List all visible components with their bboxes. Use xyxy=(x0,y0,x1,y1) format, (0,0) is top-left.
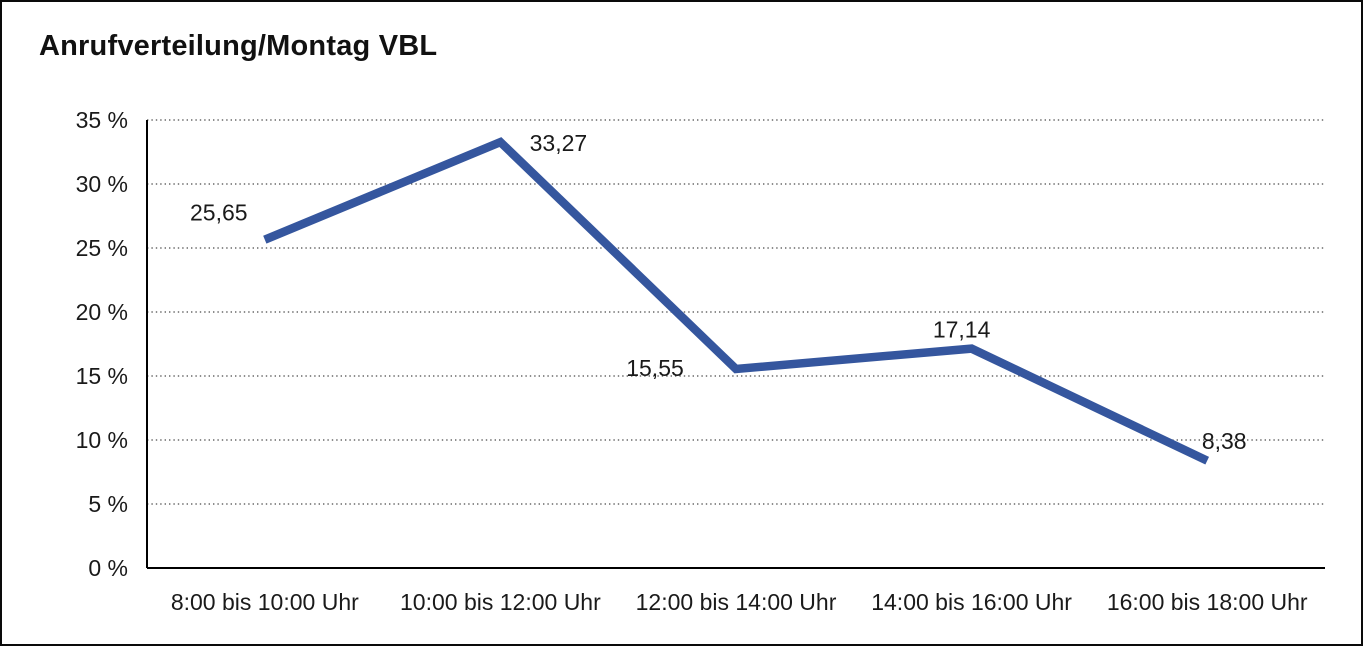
y-tick-label: 0 % xyxy=(88,555,128,581)
data-point-label: 33,27 xyxy=(530,130,588,156)
x-tick-label: 8:00 bis 10:00 Uhr xyxy=(171,589,359,615)
x-tick-label: 14:00 bis 16:00 Uhr xyxy=(871,589,1072,615)
x-tick-label: 12:00 bis 14:00 Uhr xyxy=(636,589,837,615)
y-tick-label: 10 % xyxy=(76,427,128,453)
x-tick-label: 16:00 bis 18:00 Uhr xyxy=(1107,589,1308,615)
data-point-label: 15,55 xyxy=(626,355,684,381)
data-point-label: 8,38 xyxy=(1202,428,1247,454)
y-tick-label: 5 % xyxy=(88,491,128,517)
x-tick-label: 10:00 bis 12:00 Uhr xyxy=(400,589,601,615)
data-point-label: 17,14 xyxy=(933,317,991,343)
y-tick-label: 35 % xyxy=(76,107,128,133)
series-line xyxy=(263,137,1210,465)
chart-title: Anrufverteilung/Montag VBL xyxy=(39,30,438,62)
y-tick-label: 20 % xyxy=(76,299,128,325)
y-tick-label: 30 % xyxy=(76,171,128,197)
y-tick-label: 25 % xyxy=(76,235,128,261)
data-point-label: 25,65 xyxy=(190,200,248,226)
y-tick-label: 15 % xyxy=(76,363,128,389)
